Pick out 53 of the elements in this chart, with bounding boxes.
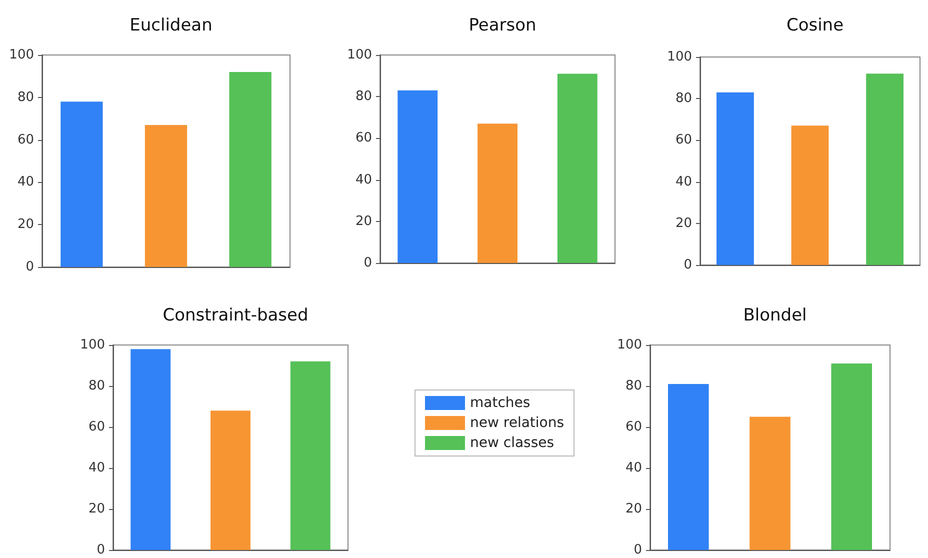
y-tick-label: 40 (625, 460, 642, 476)
bar (478, 124, 518, 263)
bar (557, 74, 598, 263)
y-tick-label: 100 (9, 48, 34, 62)
bar (398, 90, 438, 263)
y-tick-label: 40 (355, 172, 372, 188)
legend-label: new relations (470, 415, 564, 431)
chart-title: Blondel (743, 306, 807, 326)
chart-title: Euclidean (130, 16, 212, 36)
y-tick-label: 20 (355, 214, 372, 229)
bar (290, 361, 330, 550)
y-tick-label: 60 (625, 420, 642, 434)
y-tick-label: 20 (17, 217, 34, 232)
y-tick-label: 20 (88, 502, 105, 516)
bar (716, 92, 754, 265)
y-tick-label: 60 (17, 132, 34, 148)
bar (210, 410, 250, 550)
bar (750, 416, 790, 550)
y-tick-label: 60 (355, 130, 372, 146)
legend-label: matches (470, 395, 530, 411)
y-tick-label: 100 (347, 48, 372, 62)
bar (791, 126, 829, 265)
bar (866, 74, 904, 265)
y-tick-label: 80 (355, 89, 372, 104)
bar (229, 72, 272, 267)
bar (60, 102, 103, 267)
y-tick-label: 40 (17, 174, 34, 190)
y-tick-label: 100 (617, 338, 642, 352)
y-tick-label: 0 (26, 260, 34, 274)
y-tick-label: 80 (675, 91, 692, 106)
bar (668, 384, 709, 550)
y-tick-label: 20 (625, 502, 642, 516)
y-tick-label: 60 (88, 420, 105, 434)
chart-title: Cosine (786, 16, 844, 36)
y-tick-label: 0 (96, 542, 105, 558)
y-tick-label: 20 (675, 216, 692, 231)
y-tick-label: 60 (675, 132, 692, 148)
y-tick-label: 100 (667, 50, 692, 64)
chart-title: Pearson (468, 16, 536, 36)
y-tick-label: 0 (684, 258, 692, 272)
bar (130, 349, 171, 550)
y-tick-label: 0 (364, 256, 372, 270)
y-tick-label: 80 (17, 90, 34, 105)
y-tick-label: 80 (625, 378, 642, 394)
chart-title: Constraint-based (162, 306, 308, 326)
bar (831, 363, 872, 550)
y-tick-label: 0 (634, 542, 642, 558)
y-tick-label: 80 (88, 378, 105, 394)
y-tick-label: 40 (675, 174, 692, 190)
y-tick-label: 40 (88, 460, 105, 476)
legend-label: new classes (470, 435, 554, 451)
bar (144, 124, 188, 267)
y-tick-label: 100 (80, 338, 105, 352)
